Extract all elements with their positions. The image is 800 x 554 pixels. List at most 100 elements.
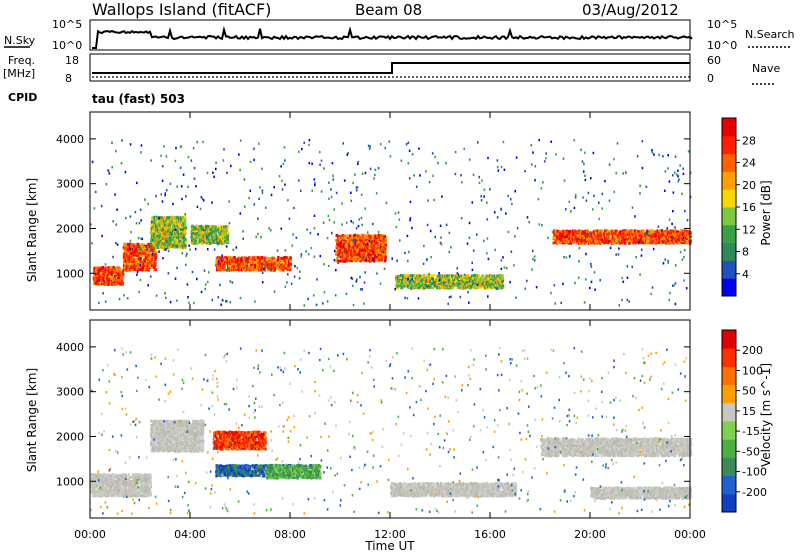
- data-cell: [312, 294, 315, 297]
- data-cell: [574, 196, 577, 199]
- data-cell: [666, 230, 670, 234]
- data-cell: [179, 145, 182, 149]
- data-cell: [174, 449, 177, 453]
- data-cell: [346, 240, 350, 244]
- data-cell: [353, 233, 357, 237]
- data-cell: [369, 145, 371, 148]
- data-cell: [474, 273, 477, 277]
- data-cell: [418, 276, 421, 280]
- data-cell: [609, 229, 612, 233]
- data-cell: [400, 159, 403, 162]
- data-cell: [104, 488, 108, 492]
- data-cell: [452, 282, 456, 286]
- data-cell: [140, 151, 142, 154]
- data-cell: [351, 255, 354, 259]
- data-cell: [178, 244, 181, 248]
- data-cell: [631, 206, 634, 209]
- data-cell: [578, 260, 580, 263]
- data-cell: [261, 271, 264, 274]
- data-cell: [480, 195, 482, 198]
- data-cell: [362, 257, 365, 261]
- data-cell: [337, 253, 340, 256]
- data-cell: [161, 165, 164, 168]
- data-cell: [184, 226, 188, 230]
- data-cell: [672, 174, 674, 177]
- data-cell: [282, 266, 286, 270]
- data-cell: [672, 232, 675, 236]
- data-cell: [447, 280, 450, 284]
- data-cell: [501, 274, 504, 278]
- data-cell: [667, 154, 669, 157]
- data-cell: [179, 237, 182, 241]
- data-cell: [639, 273, 641, 276]
- data-cell: [323, 263, 325, 266]
- data-cell: [405, 284, 408, 288]
- data-cell: [430, 274, 434, 278]
- data-cell: [337, 243, 341, 247]
- data-cell: [215, 263, 218, 267]
- data-cell: [151, 261, 155, 265]
- data-cell: [672, 210, 674, 213]
- data-cell: [650, 292, 652, 296]
- data-cell: [584, 278, 587, 281]
- data-cell: [439, 224, 442, 227]
- data-cell: [619, 230, 622, 234]
- data-cell: [196, 277, 198, 281]
- data-cell: [150, 247, 154, 251]
- data-cell: [206, 233, 209, 237]
- data-cell: [358, 238, 362, 242]
- data-cell: [357, 224, 360, 228]
- data-cell: [148, 253, 152, 257]
- data-cell: [487, 275, 490, 278]
- data-cell: [253, 203, 256, 206]
- data-cell: [182, 445, 185, 448]
- beam-label: Beam 08: [355, 1, 422, 19]
- data-cell: [316, 278, 318, 281]
- data-cell: [175, 438, 178, 442]
- data-cell: [537, 198, 540, 201]
- data-cell: [134, 210, 137, 214]
- data-cell: [257, 217, 259, 220]
- data-cell: [273, 186, 275, 189]
- data-cell: [121, 280, 124, 284]
- data-cell: [127, 261, 130, 265]
- data-cell: [460, 278, 464, 282]
- data-cell: [366, 238, 369, 241]
- data-cell: [432, 174, 434, 177]
- data-cell: [336, 242, 339, 246]
- data-cell: [203, 228, 207, 232]
- data-cell: [97, 282, 100, 286]
- data-cell: [160, 241, 163, 245]
- data-cell: [361, 223, 363, 227]
- data-cell: [172, 222, 176, 226]
- data-cell: [449, 280, 453, 284]
- data-cell: [478, 175, 480, 179]
- data-cell: [651, 286, 654, 289]
- data-cell: [217, 260, 220, 263]
- data-cell: [155, 237, 159, 241]
- data-cell: [130, 268, 133, 272]
- data-cell: [593, 237, 596, 241]
- data-cell: [127, 242, 130, 246]
- data-cell: [174, 277, 177, 280]
- data-cell: [164, 447, 167, 451]
- data-cell: [135, 253, 138, 257]
- data-cell: [391, 257, 393, 260]
- data-cell: [425, 284, 429, 287]
- data-cell: [501, 282, 504, 286]
- data-cell: [384, 259, 387, 263]
- data-cell: [501, 276, 504, 280]
- data-cell: [176, 447, 179, 451]
- data-cell: [535, 286, 538, 289]
- data-cell: [674, 241, 677, 245]
- data-cell: [246, 264, 250, 268]
- data-cell: [219, 283, 221, 287]
- data-cell: [131, 243, 135, 247]
- data-cell: [130, 488, 134, 491]
- data-cell: [676, 237, 680, 241]
- data-cell: [161, 200, 164, 203]
- data-cell: [284, 183, 286, 186]
- data-cell: [171, 240, 175, 244]
- data-cell: [374, 173, 376, 177]
- data-cell: [188, 443, 191, 447]
